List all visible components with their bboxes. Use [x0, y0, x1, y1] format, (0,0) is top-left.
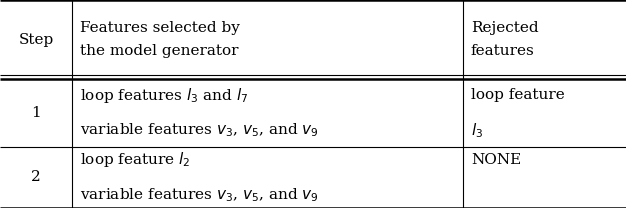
Text: $l_3$: $l_3$: [471, 121, 483, 140]
Text: Rejected: Rejected: [471, 21, 538, 35]
Text: Step: Step: [18, 32, 54, 47]
Text: loop feature $l_2$: loop feature $l_2$: [80, 150, 190, 169]
Text: 1: 1: [31, 106, 41, 120]
Text: variable features $v_3$, $v_5$, and $v_9$: variable features $v_3$, $v_5$, and $v_9…: [80, 122, 318, 139]
Text: the model generator: the model generator: [80, 44, 238, 58]
Text: features: features: [471, 44, 535, 58]
Text: NONE: NONE: [471, 153, 521, 167]
Text: loop features $l_3$ and $l_7$: loop features $l_3$ and $l_7$: [80, 86, 248, 105]
Text: 2: 2: [31, 170, 41, 184]
Text: variable features $v_3$, $v_5$, and $v_9$: variable features $v_3$, $v_5$, and $v_9…: [80, 186, 318, 204]
Text: Features selected by: Features selected by: [80, 21, 239, 35]
Text: loop feature: loop feature: [471, 88, 565, 102]
